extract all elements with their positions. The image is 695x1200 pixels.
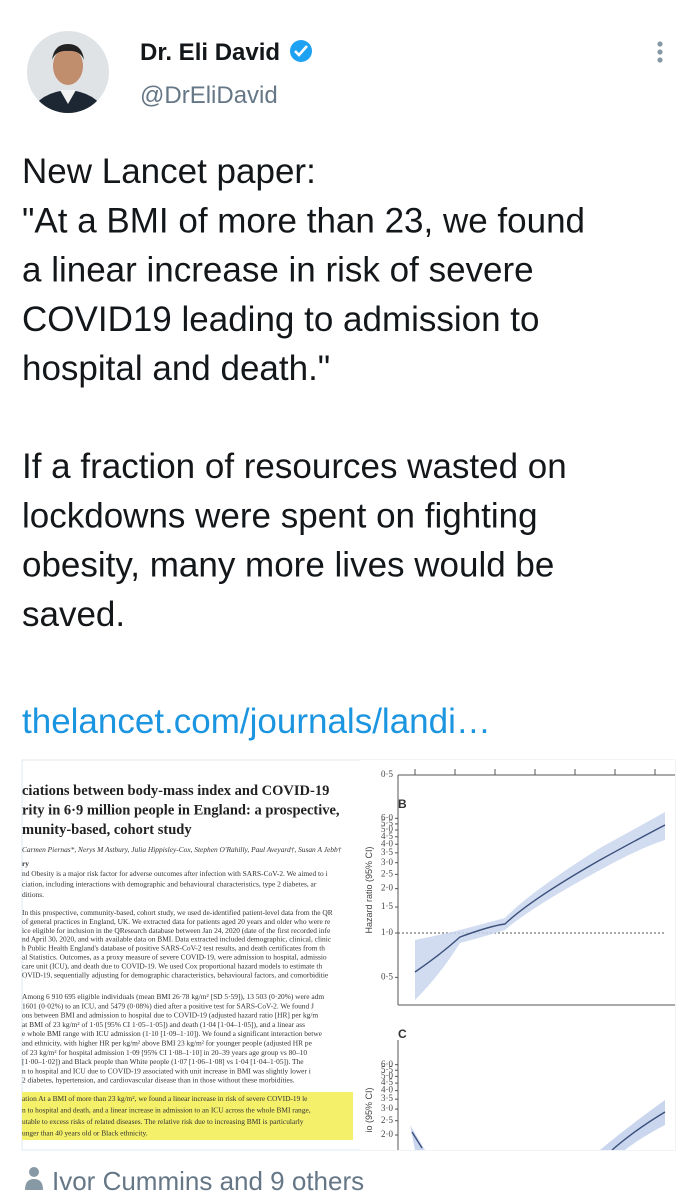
panel-label: C xyxy=(398,1027,407,1041)
paper-body-line: n to hospital and ICU due to COVID-19 as… xyxy=(22,1066,311,1075)
tick-label: 2·5 xyxy=(381,1115,393,1125)
more-menu[interactable] xyxy=(657,41,663,63)
tick-label: 6·0 xyxy=(381,812,393,822)
likers-icon xyxy=(25,1167,43,1190)
axis-label: io (95% CI) xyxy=(364,1087,374,1132)
paper-body-line: ditions. xyxy=(22,890,44,899)
paper-authors: Carmen Piernas*, Nerys M Astbury, Julia … xyxy=(22,845,342,854)
highlight xyxy=(22,1092,353,1140)
tick-label: 5·5 xyxy=(381,1064,393,1074)
axis-label: Hazard ratio (95% CI) xyxy=(364,846,374,933)
paper-highlight-line: utable to excess risks of related diseas… xyxy=(22,1117,304,1126)
tick-label: 1·5 xyxy=(381,901,393,911)
paper-body-line: ons between BMI and admission to hospita… xyxy=(22,1011,318,1020)
tick-label: 2·0 xyxy=(381,883,393,893)
panel-label: B xyxy=(398,797,407,811)
display-name[interactable]: Dr. Eli David xyxy=(140,39,280,66)
paper-body-line: ciation, including interactions with dem… xyxy=(22,880,317,889)
tick-label: 4·5 xyxy=(381,831,393,841)
paper-title: ciations between body-mass index and COV… xyxy=(22,783,329,799)
paper-body-line: OVID-19, sequentially adjusting for demo… xyxy=(22,970,329,979)
tick-label: 2·5 xyxy=(381,868,393,878)
paper-body-line: care unit (ICU), and death due to COVID-… xyxy=(22,961,322,970)
paper-title: munity-based, cohort study xyxy=(22,822,192,838)
tweet-line: New Lancet paper: xyxy=(22,152,316,191)
tick-label: 2·0 xyxy=(381,1129,393,1139)
verified-badge xyxy=(290,40,312,62)
tweet-line: hospital and death." xyxy=(22,349,330,388)
paper-body-line: nd April 30, 2020, and with available da… xyxy=(22,935,332,944)
handle[interactable]: @DrEliDavid xyxy=(140,82,278,109)
paper-body-line: In this prospective, community-based, co… xyxy=(22,908,333,917)
tick-label: 4·5 xyxy=(381,1077,393,1087)
tick-label: 1·0 xyxy=(381,927,393,937)
tick-label: 3·0 xyxy=(381,857,393,867)
tweet-line: a linear increase in risk of severe xyxy=(22,251,534,290)
tweet-text: New Lancet paper: "At a BMI of more than … xyxy=(22,152,585,634)
paper-panel: ciations between body-mass index and COV… xyxy=(22,783,353,1140)
paper-body-line: nd Obesity is a major risk factor for ad… xyxy=(22,869,328,878)
tweet-line: saved. xyxy=(22,595,125,634)
paper-highlight-line: n to hospital and death, and a linear in… xyxy=(22,1106,311,1115)
paper-body-line: of 23 kg/m² for hospital admission 1·09 … xyxy=(22,1048,307,1057)
tweet-line: COVID19 leading to admission to xyxy=(22,300,540,339)
paper-body-line: at BMI of 23 kg/m² of 1·05 [95% CI 1·05–… xyxy=(22,1020,305,1029)
paper-title: rity in 6·9 million people in England: a… xyxy=(22,803,340,819)
section-label: ry xyxy=(22,859,29,868)
paper-body-line: e whole BMI range with ICU admission (1·… xyxy=(22,1029,323,1038)
tweet-line: lockdowns were spent on fighting xyxy=(22,496,538,535)
tick-label: 5·0 xyxy=(381,824,393,834)
paper-body-line: [1·00–1·02]) and Black people than White… xyxy=(22,1057,304,1066)
tick-label: 5·0 xyxy=(381,1070,393,1080)
tick-label: 0·5 xyxy=(381,769,393,779)
paper-body-line: h Public Health England's database of po… xyxy=(22,944,325,953)
tick-label: 3·5 xyxy=(381,847,393,857)
avatar[interactable] xyxy=(27,31,109,113)
tweet-line: obesity, many more lives would be xyxy=(22,546,554,585)
paper-body-line: al Statistics. Outcomes, as a proxy meas… xyxy=(22,953,327,962)
liked-by[interactable]: Ivor Cummins and 9 others xyxy=(52,1166,364,1196)
tick-label: 5·5 xyxy=(381,818,393,828)
figure-panel: 0·5BC0·51·01·52·02·53·03·54·04·55·05·56·… xyxy=(360,760,675,1150)
tick-label: 0·5 xyxy=(381,971,393,981)
paper-body-line: 2 diabetes, hypertension, and cardiovasc… xyxy=(22,1076,295,1085)
link[interactable]: thelancet.com/journals/landi… xyxy=(22,702,491,741)
tick-label: 3·5 xyxy=(381,1093,393,1103)
tick-label: 4·0 xyxy=(381,838,393,848)
paper-body-line: ice eligible for inclusion in the QResea… xyxy=(22,926,331,935)
tweet-line: "At a BMI of more than 23, we found xyxy=(22,201,585,240)
paper-highlight-line: unger than 40 years old or Black ethnici… xyxy=(22,1129,148,1138)
paper-body-line: Among 6 910 695 eligible individuals (me… xyxy=(22,992,324,1001)
tick-label: 3·0 xyxy=(381,1103,393,1113)
attached-image[interactable]: ciations between body-mass index and COV… xyxy=(21,759,676,1151)
tweet-line: If a fraction of resources wasted on xyxy=(22,447,567,486)
paper-body-line: and ethnicity, with higher HR per kg/m² … xyxy=(22,1039,313,1048)
paper-body-line: 1601 (0·02%) to an ICU, and 5479 (0·08%)… xyxy=(22,1001,314,1010)
tick-label: 4·0 xyxy=(381,1085,393,1095)
tick-label: 6·0 xyxy=(381,1059,393,1069)
paper-highlight-line: ation At a BMI of more than 23 kg/m², we… xyxy=(22,1094,308,1103)
paper-body-line: of general practices in England, UK. We … xyxy=(22,917,331,926)
